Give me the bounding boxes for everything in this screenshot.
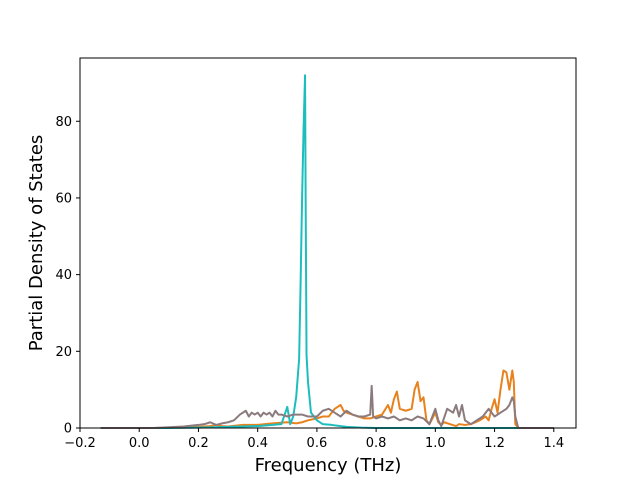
x-tick-label: 1.0 (425, 436, 446, 451)
x-tick-label: 1.2 (484, 436, 505, 451)
y-tick-label: 20 (55, 345, 72, 360)
y-axis-label: Partial Density of States (26, 135, 47, 352)
x-tick-label: −0.2 (64, 436, 96, 451)
x-tick-label: 0.8 (366, 436, 387, 451)
series-line-1 (100, 74, 554, 429)
x-tick-label: 0.0 (129, 436, 150, 451)
y-tick-label: 60 (55, 191, 72, 206)
y-tick-label: 80 (55, 115, 72, 130)
x-axis-ticks: −0.2 0.0 0.2 0.4 0.6 0.8 1.0 1.2 1.4 (64, 428, 564, 451)
y-tick-label: 40 (55, 268, 72, 283)
x-tick-label: 0.6 (307, 436, 328, 451)
series-line-2 (100, 384, 554, 429)
series-layer (100, 74, 554, 429)
y-tick-label: 0 (64, 422, 72, 437)
plot-frame (79, 57, 577, 429)
x-axis-label: Frequency (THz) (255, 455, 402, 476)
series-line-0 (100, 369, 554, 429)
x-tick-label: 0.4 (247, 436, 268, 451)
x-tick-label: 1.4 (543, 436, 564, 451)
y-axis-ticks: 0 20 40 60 80 (55, 115, 80, 437)
x-tick-label: 0.2 (188, 436, 209, 451)
